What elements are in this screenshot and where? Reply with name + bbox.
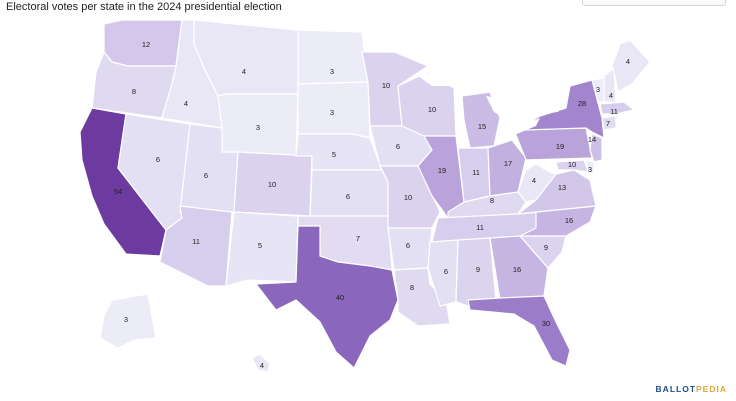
vote-label-pennsylvania: 19 — [556, 142, 564, 151]
vote-label-wyoming: 3 — [256, 123, 260, 132]
vote-label-wisconsin: 10 — [428, 105, 436, 114]
vote-label-alaska: 3 — [124, 315, 128, 324]
vote-label-louisiana: 8 — [410, 283, 414, 292]
state-florida — [467, 295, 571, 367]
vote-label-new-jersey: 14 — [588, 135, 596, 144]
logo-part-ballot: BALLOT — [655, 384, 697, 394]
state-texas — [255, 225, 399, 369]
vote-label-virginia: 13 — [558, 183, 566, 192]
state-new-mexico — [225, 211, 299, 287]
vote-label-kentucky: 8 — [490, 196, 494, 205]
vote-label-west-virginia: 4 — [532, 176, 536, 185]
vote-label-indiana: 11 — [472, 168, 480, 177]
vote-label-north-carolina: 16 — [565, 216, 573, 225]
vote-label-maryland: 10 — [568, 160, 576, 169]
vote-label-minnesota: 10 — [382, 81, 390, 90]
vote-label-idaho: 4 — [184, 99, 188, 108]
vote-label-iowa: 6 — [396, 142, 400, 151]
state-new-hampshire — [603, 67, 617, 103]
vote-label-arizona: 11 — [192, 237, 200, 246]
vote-label-maine: 4 — [626, 57, 630, 66]
top-control — [582, 0, 726, 6]
state-arizona — [159, 205, 233, 287]
vote-label-kansas: 6 — [346, 192, 350, 201]
vote-labels: 1285446436111053356740106106810191511178… — [114, 40, 630, 370]
state-connecticut — [601, 115, 617, 131]
vote-label-illinois: 19 — [438, 166, 446, 175]
vote-label-massachusetts: 11 — [610, 107, 618, 116]
vote-label-new-york: 28 — [578, 99, 586, 108]
state-mississippi — [427, 239, 459, 307]
vote-label-arkansas: 6 — [406, 241, 410, 250]
state-pennsylvania — [513, 127, 593, 161]
vote-label-texas: 40 — [336, 293, 344, 302]
vote-label-nevada: 6 — [156, 155, 160, 164]
vote-label-florida: 30 — [542, 319, 550, 328]
vote-label-alabama: 9 — [476, 265, 480, 274]
vote-label-ohio: 17 — [504, 159, 512, 168]
vote-label-california: 54 — [114, 187, 122, 196]
vote-label-nebraska: 5 — [332, 150, 336, 159]
vote-label-hawaii: 4 — [260, 361, 264, 370]
vote-label-connecticut: 7 — [606, 119, 610, 128]
state-alaska — [99, 293, 157, 349]
state-maryland — [555, 159, 589, 173]
state-ohio — [487, 139, 527, 197]
vote-label-new-hampshire: 4 — [609, 91, 613, 100]
state-west-virginia — [517, 163, 557, 203]
vote-label-north-dakota: 3 — [330, 67, 334, 76]
lake-huron — [486, 96, 508, 118]
vote-label-mississippi: 6 — [444, 267, 448, 276]
lake-michigan — [456, 94, 464, 134]
lake-ontario — [530, 106, 562, 114]
lake-erie — [506, 118, 540, 136]
vote-label-michigan: 15 — [478, 122, 486, 131]
vote-label-georgia: 16 — [513, 265, 521, 274]
vote-label-vermont: 3 — [596, 85, 600, 94]
vote-label-montana: 4 — [242, 67, 246, 76]
state-maine — [611, 39, 651, 93]
vote-label-oklahoma: 7 — [356, 234, 360, 243]
map-title: Electoral votes per state in the 2024 pr… — [6, 1, 282, 13]
vote-label-washington: 12 — [142, 40, 150, 49]
lake-superior — [418, 70, 468, 86]
state-illinois — [417, 135, 465, 219]
vote-label-south-dakota: 3 — [330, 108, 334, 117]
vote-label-tennessee: 11 — [476, 223, 484, 232]
ballotpedia-logo: BALLOTPEDIA — [656, 384, 727, 394]
logo-part-pedia: PEDIA — [696, 384, 727, 394]
vote-label-missouri: 10 — [404, 193, 412, 202]
vote-label-utah: 6 — [204, 171, 208, 180]
vote-label-delaware: 3 — [588, 165, 592, 174]
vote-label-south-carolina: 9 — [544, 243, 548, 252]
state-massachusetts — [599, 101, 635, 115]
state-delaware — [585, 159, 595, 175]
vote-label-new-mexico: 5 — [258, 241, 262, 250]
vote-label-colorado: 10 — [268, 180, 276, 189]
state-hawaii — [251, 353, 271, 373]
state-louisiana — [393, 267, 451, 327]
vote-label-oregon: 8 — [132, 87, 136, 96]
state-new-jersey — [589, 133, 603, 163]
